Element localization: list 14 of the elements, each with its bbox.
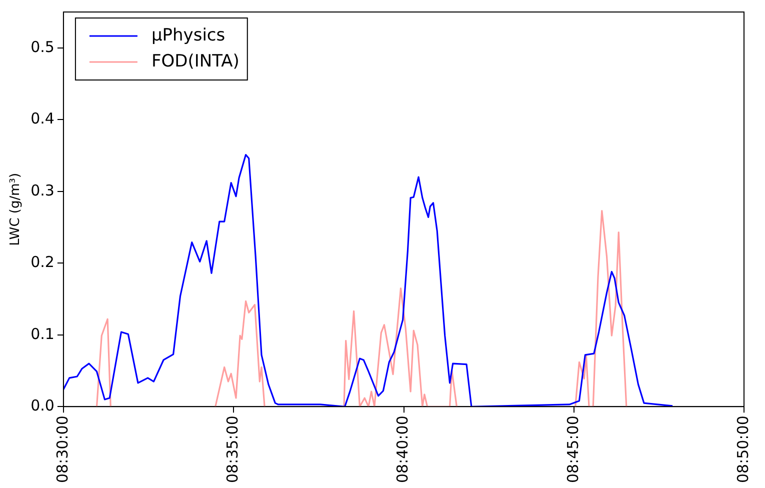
legend-label: μPhysics xyxy=(151,25,226,46)
x-tick-label: 08:30:00 xyxy=(53,416,72,484)
y-axis-title: LWC (g/m³) xyxy=(8,172,24,246)
x-tick-label: 08:35:00 xyxy=(223,416,242,484)
y-tick-label: 0.5 xyxy=(30,38,54,56)
y-tick-label: 0.0 xyxy=(30,396,54,415)
y-tick-label: 0.3 xyxy=(30,181,54,200)
x-tick-label: 08:45:00 xyxy=(564,416,582,484)
y-tick-label: 0.2 xyxy=(30,253,54,272)
legend-label: FOD(INTA) xyxy=(151,51,240,72)
x-tick-label: 08:40:00 xyxy=(394,416,412,484)
x-tick-label: 08:50:00 xyxy=(734,416,752,484)
y-tick-label: 0.4 xyxy=(30,110,54,128)
y-tick-label: 0.1 xyxy=(30,324,54,343)
